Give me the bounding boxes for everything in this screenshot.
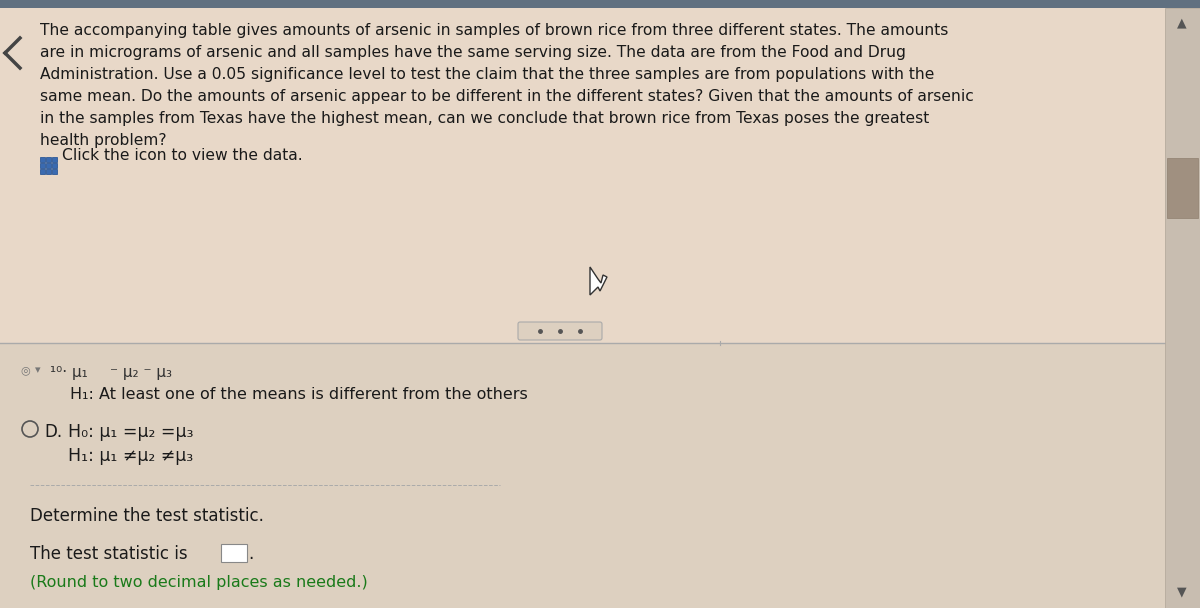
FancyBboxPatch shape — [0, 0, 1200, 8]
Text: .: . — [248, 545, 253, 563]
Text: ▾: ▾ — [35, 365, 41, 375]
Text: ◎: ◎ — [20, 365, 30, 375]
Text: Administration. Use a 0.05 significance level to test the claim that the three s: Administration. Use a 0.05 significance … — [40, 67, 935, 82]
Text: H₀: μ₁ =μ₂ =μ₃: H₀: μ₁ =μ₂ =μ₃ — [68, 423, 193, 441]
Text: same mean. Do the amounts of arsenic appear to be different in the different sta: same mean. Do the amounts of arsenic app… — [40, 89, 973, 104]
Text: H₁: μ₁ ≠μ₂ ≠μ₃: H₁: μ₁ ≠μ₂ ≠μ₃ — [68, 447, 193, 465]
Polygon shape — [590, 267, 607, 295]
FancyBboxPatch shape — [46, 163, 50, 168]
FancyBboxPatch shape — [52, 163, 58, 168]
Text: ▼: ▼ — [1177, 585, 1187, 598]
Text: D.: D. — [44, 423, 62, 441]
Text: (Round to two decimal places as needed.): (Round to two decimal places as needed.) — [30, 575, 367, 590]
Text: The test statistic is: The test statistic is — [30, 545, 187, 563]
FancyBboxPatch shape — [40, 163, 46, 168]
Text: are in micrograms of arsenic and all samples have the same serving size. The dat: are in micrograms of arsenic and all sam… — [40, 45, 906, 60]
FancyBboxPatch shape — [0, 343, 1200, 608]
FancyBboxPatch shape — [40, 157, 46, 162]
Text: health problem?: health problem? — [40, 133, 167, 148]
FancyBboxPatch shape — [1166, 158, 1198, 218]
Text: Click the icon to view the data.: Click the icon to view the data. — [62, 148, 302, 164]
FancyBboxPatch shape — [0, 8, 1200, 343]
FancyBboxPatch shape — [1165, 8, 1200, 608]
FancyBboxPatch shape — [46, 169, 50, 174]
Text: ▲: ▲ — [1177, 16, 1187, 29]
Text: Determine the test statistic.: Determine the test statistic. — [30, 507, 264, 525]
Text: in the samples from Texas have the highest mean, can we conclude that brown rice: in the samples from Texas have the highe… — [40, 111, 929, 126]
Text: ⁻ μ₂ ⁻ μ₃: ⁻ μ₂ ⁻ μ₃ — [110, 365, 172, 380]
FancyBboxPatch shape — [40, 169, 46, 174]
FancyBboxPatch shape — [221, 544, 247, 562]
Text: ¹⁰· μ₁: ¹⁰· μ₁ — [50, 365, 88, 380]
FancyBboxPatch shape — [52, 157, 58, 162]
Text: The accompanying table gives amounts of arsenic in samples of brown rice from th: The accompanying table gives amounts of … — [40, 23, 948, 38]
FancyBboxPatch shape — [52, 169, 58, 174]
FancyBboxPatch shape — [518, 322, 602, 340]
FancyBboxPatch shape — [46, 157, 50, 162]
Text: H₁: At least one of the means is different from the others: H₁: At least one of the means is differe… — [70, 387, 528, 402]
